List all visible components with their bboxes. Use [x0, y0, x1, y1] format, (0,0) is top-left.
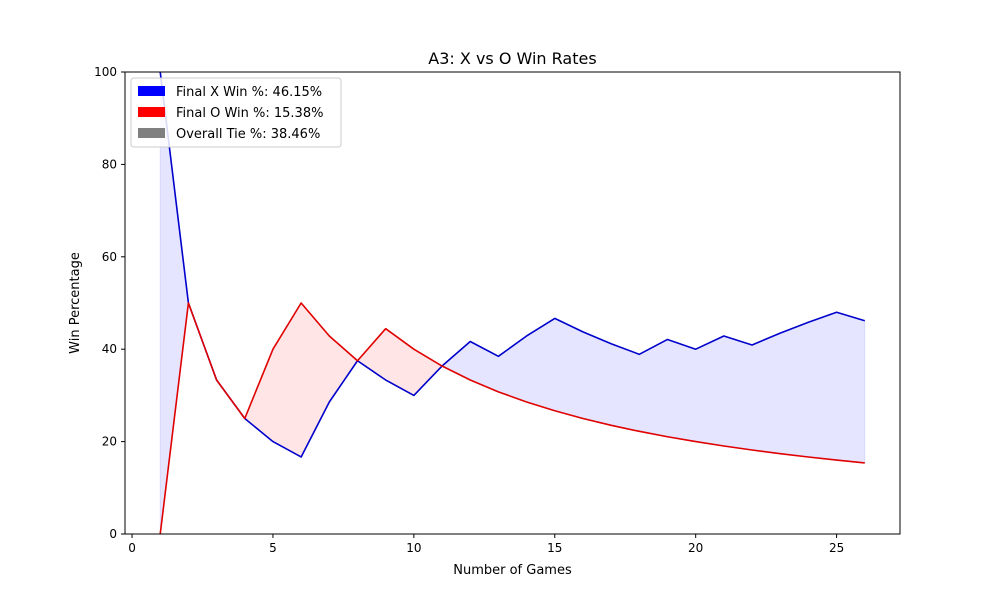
y-tick-label: 40 — [102, 342, 117, 356]
x-tick-label: 5 — [269, 541, 277, 555]
x-axis-ticks: 0 5 10 15 20 25 — [128, 534, 844, 555]
series-line-o — [159, 302, 865, 535]
legend-label: Final X Win %: 46.15% — [176, 85, 322, 100]
legend-box — [130, 77, 342, 148]
fill-o-leads — [187, 302, 443, 458]
y-tick-label: 0 — [109, 527, 117, 541]
legend-swatch — [138, 86, 165, 96]
plot-frame — [124, 71, 901, 535]
legend-label: Final O Win %: 15.38% — [176, 106, 323, 121]
series-line-x — [159, 71, 866, 458]
legend-label: Overall Tie %: 38.46% — [176, 127, 320, 142]
y-tick-label: 80 — [102, 157, 117, 171]
chart-title: A3: X vs O Win Rates — [428, 49, 596, 68]
legend-swatch — [138, 107, 165, 117]
y-axis-label: Win Percentage — [68, 252, 83, 354]
legend: Final X Win %: 46.15% Final O Win %: 15.3… — [130, 77, 342, 148]
y-tick-label: 100 — [94, 65, 117, 79]
x-tick-label: 0 — [128, 541, 136, 555]
legend-swatch — [138, 128, 165, 138]
x-tick-label: 15 — [547, 541, 562, 555]
fill-x-leads — [441, 311, 866, 464]
x-tick-label: 25 — [829, 541, 844, 555]
x-tick-label: 20 — [688, 541, 703, 555]
x-axis-label: Number of Games — [453, 563, 572, 578]
x-tick-label: 10 — [406, 541, 421, 555]
series-lines — [159, 71, 866, 535]
y-axis-ticks: 0 20 40 60 80 100 — [94, 65, 125, 541]
y-tick-label: 60 — [102, 250, 117, 264]
y-tick-label: 20 — [102, 435, 117, 449]
